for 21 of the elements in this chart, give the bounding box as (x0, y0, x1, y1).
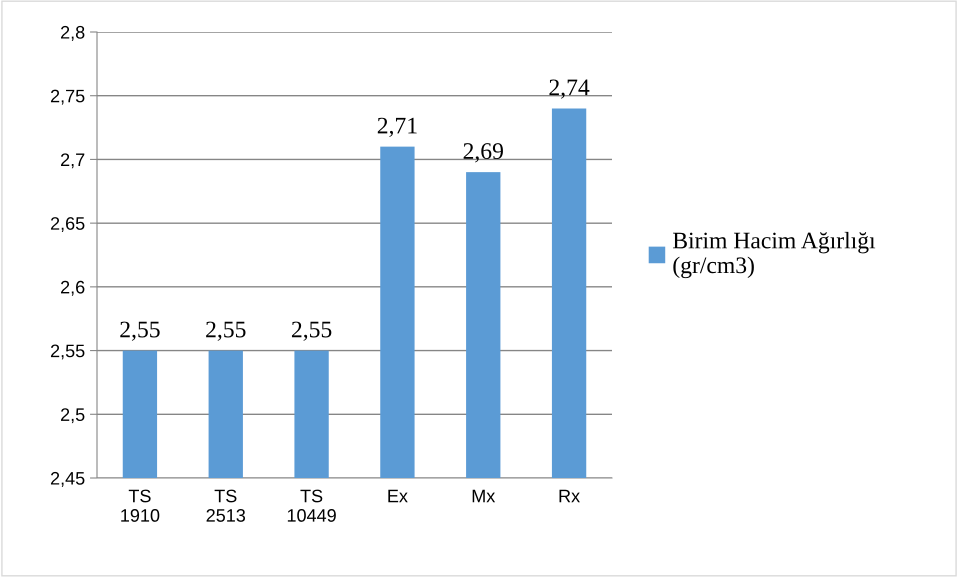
data-label: 2,55 (206, 322, 246, 341)
y-tick-label: 2,6 (61, 280, 84, 296)
y-tick-label: 2,75 (50, 90, 84, 105)
y-tick-label: 2,7 (61, 153, 84, 168)
data-label: 2,74 (549, 79, 590, 99)
legend-label: Birim Hacim Ağırlığı (gr/cm3) (672, 232, 876, 278)
x-tick-label: TS 2513 (206, 490, 246, 522)
x-tick-label: Rx (560, 490, 580, 502)
data-label: 2,69 (464, 143, 503, 162)
y-tick-label: 2,65 (50, 217, 84, 232)
data-label: 2,55 (120, 322, 160, 341)
y-tick-label: 2,8 (61, 26, 84, 41)
x-tick-label: Mx (472, 490, 496, 502)
x-tick-label: TS 1910 (121, 490, 160, 522)
data-label: 2,55 (292, 322, 332, 341)
data-label: 2,71 (378, 118, 417, 137)
x-tick-label: TS 10449 (288, 490, 336, 522)
x-tick-label: Ex (388, 490, 408, 502)
y-tick-label: 2,55 (50, 344, 84, 360)
y-tick-label: 2,45 (50, 472, 84, 487)
y-tick-label: 2,5 (61, 408, 84, 424)
